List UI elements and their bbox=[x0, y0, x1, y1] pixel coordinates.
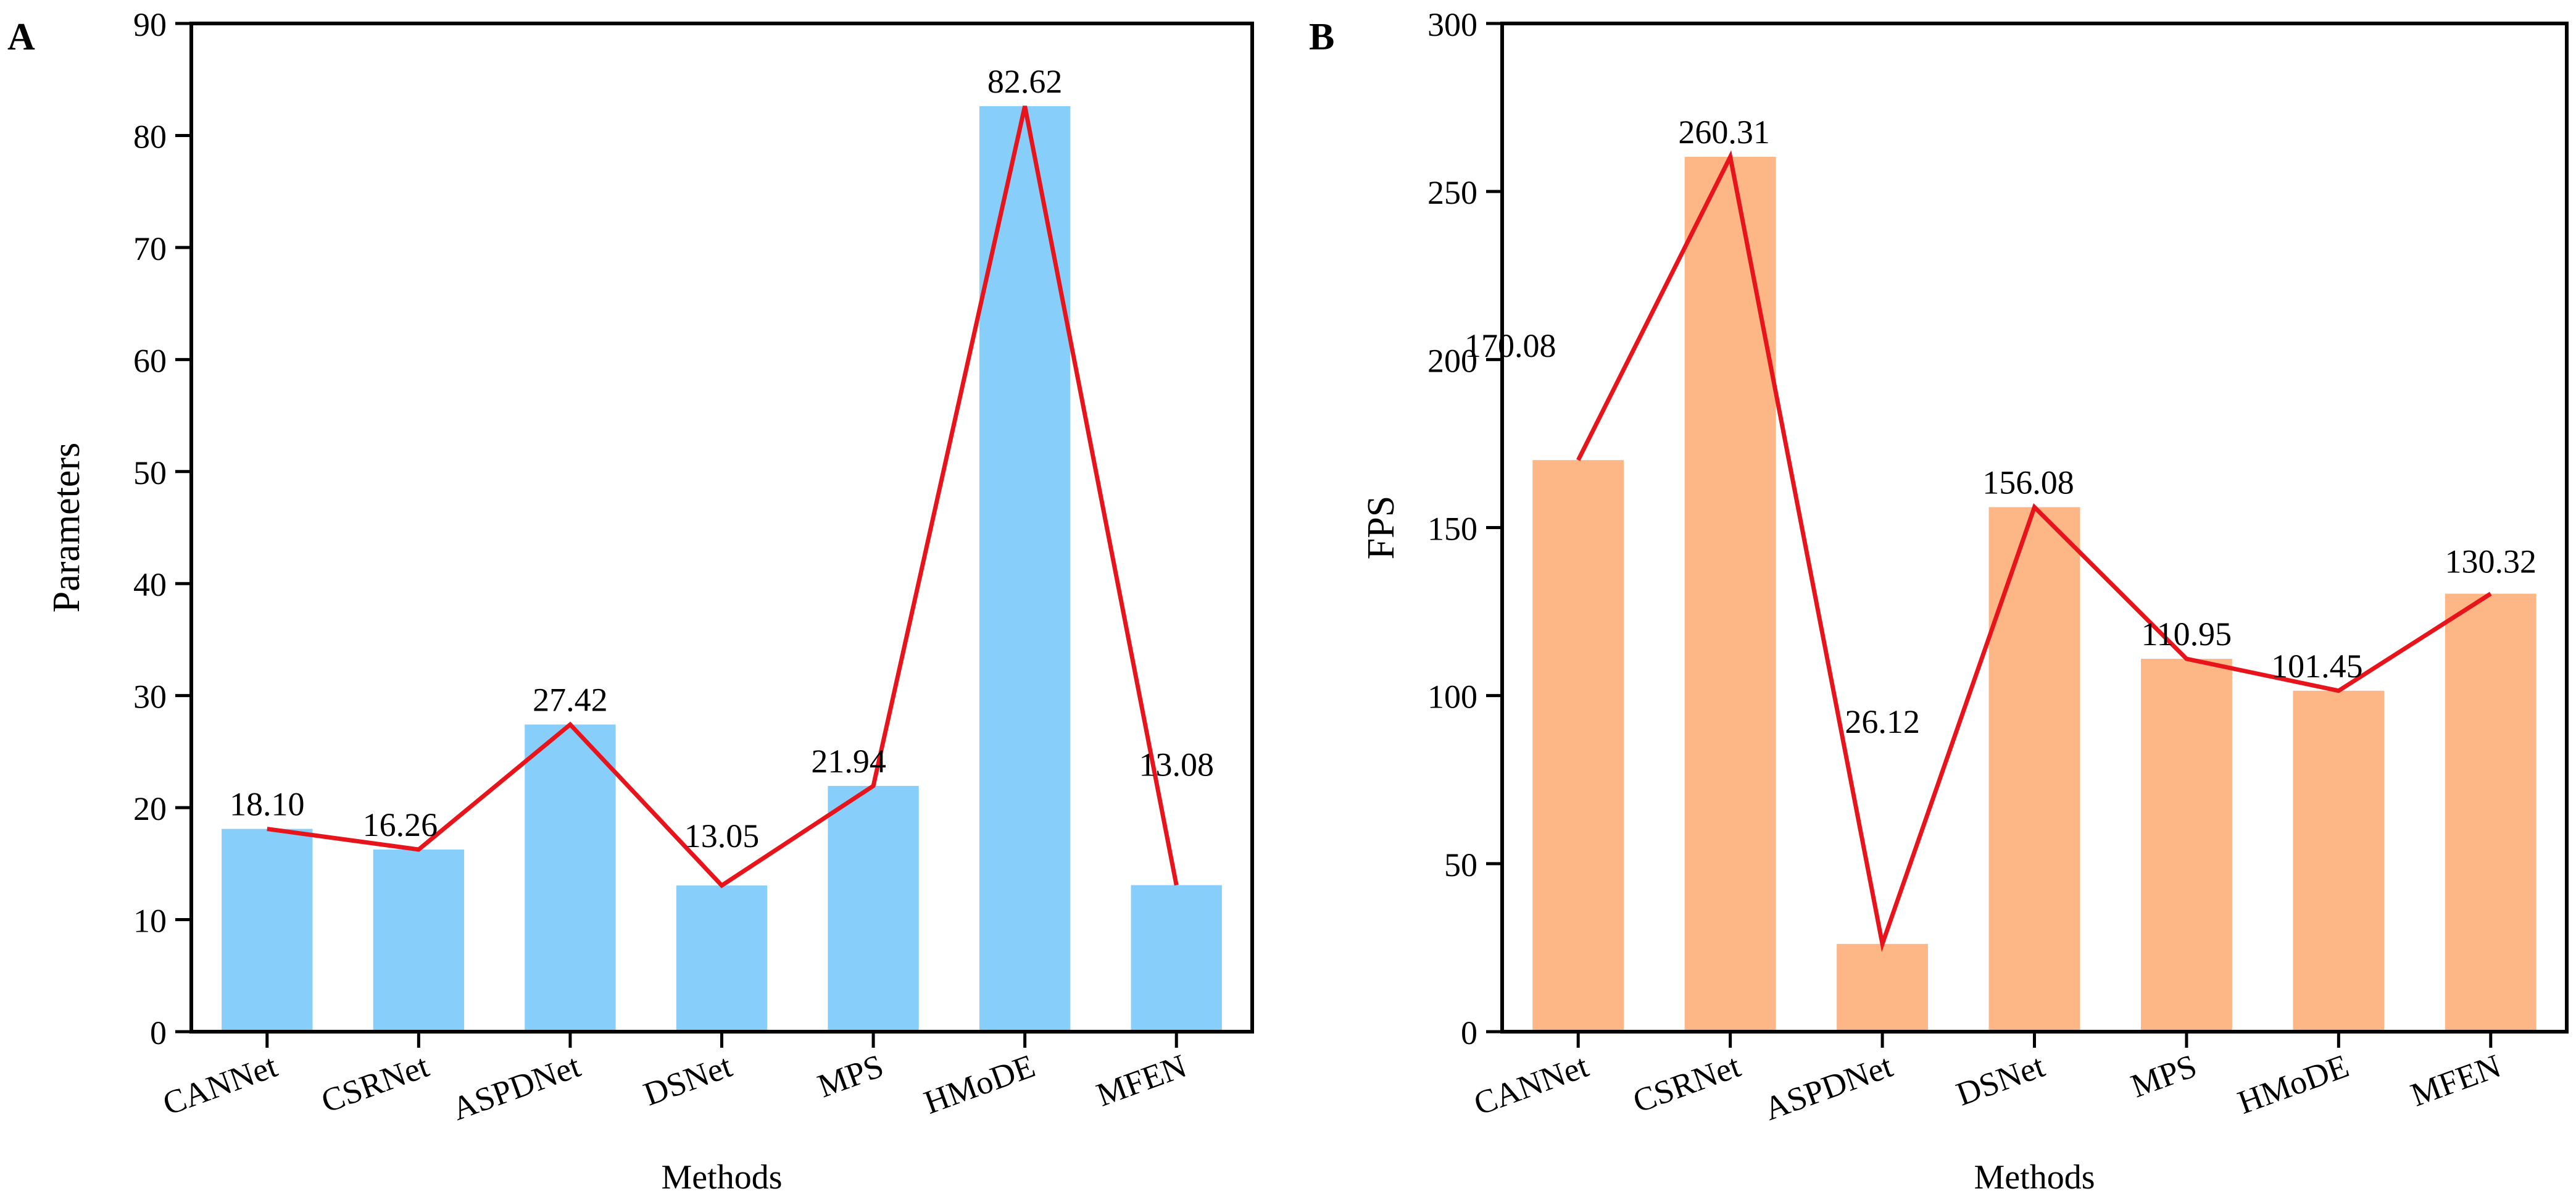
x-axis-title: Methods bbox=[1974, 1158, 2095, 1197]
x-tick-label-mps: MPS bbox=[813, 1047, 888, 1105]
x-tick-label-aspdnet: ASPDNet bbox=[447, 1047, 586, 1127]
y-tick-label: 50 bbox=[1444, 846, 1477, 884]
trend-line bbox=[1576, 150, 2492, 953]
panel-label: B bbox=[1309, 16, 1334, 58]
bar-mps bbox=[2141, 659, 2232, 1032]
data-label-cannet: 170.08 bbox=[1465, 327, 1556, 364]
data-label-csrnet: 16.26 bbox=[363, 806, 438, 843]
x-tick-label-aspdnet: ASPDNet bbox=[1760, 1047, 1898, 1127]
y-tick-label: 100 bbox=[1427, 679, 1477, 716]
trend-line bbox=[267, 106, 1179, 888]
panel-label: A bbox=[7, 16, 35, 58]
y-tick-label: 0 bbox=[1461, 1014, 1477, 1051]
data-label-aspdnet: 27.42 bbox=[533, 681, 608, 718]
bar-aspdnet bbox=[525, 724, 616, 1032]
bar-cannet bbox=[222, 829, 313, 1032]
y-axis-title: Parameters bbox=[46, 443, 88, 612]
bar-mfen bbox=[2445, 593, 2537, 1032]
data-label-hmode: 101.45 bbox=[2271, 648, 2363, 685]
bar-mps bbox=[828, 785, 919, 1032]
data-label-hmode: 82.62 bbox=[987, 63, 1063, 100]
data-label-mps: 21.94 bbox=[811, 743, 886, 780]
bar-cannet bbox=[1532, 460, 1624, 1032]
bar-dsnet bbox=[1988, 507, 2080, 1032]
y-tick-label: 200 bbox=[1427, 342, 1477, 379]
data-label-mfen: 130.32 bbox=[2445, 543, 2537, 580]
data-label-mps: 110.95 bbox=[2142, 616, 2232, 653]
y-tick-label: 250 bbox=[1427, 174, 1477, 211]
y-tick-label: 50 bbox=[133, 454, 167, 491]
data-label-csrnet: 260.31 bbox=[1678, 114, 1770, 151]
x-tick-label-dsnet: DSNet bbox=[639, 1047, 737, 1113]
y-tick-label: 70 bbox=[133, 230, 167, 267]
x-tick-label-csrnet: CSRNet bbox=[317, 1047, 434, 1120]
x-tick-label-cannet: CANNet bbox=[158, 1047, 282, 1122]
y-tick-label: 90 bbox=[133, 6, 167, 43]
x-tick-label-hmode: HMoDE bbox=[2233, 1047, 2353, 1121]
panel-b: B 0 50 100 150 200 250 300 CANNet CSRNet ASPDNet DS… bbox=[1309, 6, 2569, 1197]
x-tick-label-csrnet: CSRNet bbox=[1628, 1047, 1745, 1120]
y-tick-label: 40 bbox=[133, 566, 167, 603]
plot-frame bbox=[189, 22, 1254, 1034]
x-tick-label-dsnet: DSNet bbox=[1951, 1047, 2050, 1113]
data-label-dsnet: 156.08 bbox=[1982, 464, 2074, 501]
x-tick-label-mfen: MFEN bbox=[1092, 1047, 1192, 1114]
x-tick-label-mps: MPS bbox=[2126, 1047, 2201, 1105]
bar-aspdnet bbox=[1837, 943, 1928, 1032]
x-tick-label-hmode: HMoDE bbox=[919, 1047, 1039, 1121]
y-tick-label: 30 bbox=[133, 679, 167, 716]
bar-csrnet bbox=[373, 849, 465, 1032]
y-tick-label: 150 bbox=[1427, 511, 1477, 548]
data-label-aspdnet: 26.12 bbox=[1845, 703, 1920, 740]
bar-csrnet bbox=[1684, 157, 1776, 1032]
panel-a: A 0 10 20 30 40 50 60 70 80 90 CANNet CSRNet ASPDNet D… bbox=[7, 6, 1254, 1197]
bar-hmode bbox=[2293, 690, 2385, 1032]
y-tick-label: 20 bbox=[133, 790, 167, 827]
data-label-mfen: 13.08 bbox=[1139, 746, 1214, 783]
y-tick-label: 60 bbox=[133, 342, 167, 379]
bar-mfen bbox=[1131, 885, 1222, 1032]
x-axis-title: Methods bbox=[662, 1158, 783, 1197]
y-tick-label: 0 bbox=[150, 1014, 167, 1051]
data-label-dsnet: 13.05 bbox=[684, 817, 760, 854]
y-tick-label: 80 bbox=[133, 118, 167, 155]
y-tick-label: 10 bbox=[133, 903, 167, 940]
x-tick-label-mfen: MFEN bbox=[2406, 1047, 2506, 1114]
bar-dsnet bbox=[676, 885, 768, 1032]
y-tick-label: 300 bbox=[1427, 6, 1477, 43]
x-tick-label-cannet: CANNet bbox=[1469, 1047, 1593, 1122]
data-label-cannet: 18.10 bbox=[230, 786, 305, 823]
y-axis-title: FPS bbox=[1360, 496, 1402, 559]
